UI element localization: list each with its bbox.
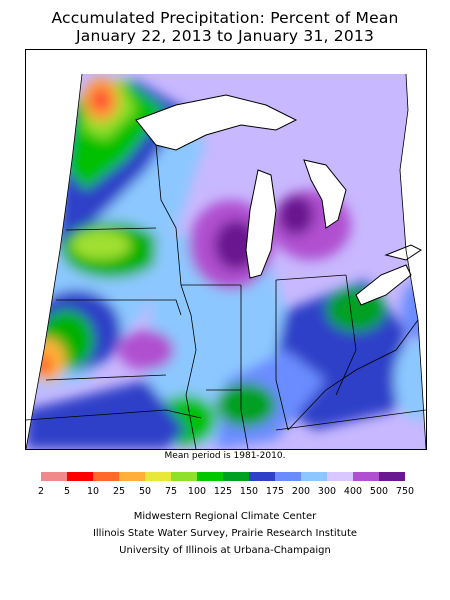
map-title: Accumulated Precipitation: Percent of Me… — [51, 9, 399, 27]
legend-tick-label: 500 — [369, 486, 389, 497]
legend-swatch — [301, 472, 327, 481]
legend-swatch — [41, 472, 67, 481]
color-legend: 2 5 10 25 50 75 100 125 150 175 200 300 400 500 750 — [37, 472, 414, 500]
legend-tick-label: 200 — [291, 486, 311, 497]
legend-swatch — [93, 472, 119, 481]
legend-swatch — [353, 472, 379, 481]
state-boundaries — [26, 73, 426, 449]
legend-tick-label: 50 — [138, 486, 152, 497]
legend-color-bar — [41, 472, 405, 481]
credit-uiuc: University of Illinois at Urbana-Champai… — [119, 545, 331, 556]
legend-swatch — [249, 472, 275, 481]
legend-tick-label: 2 — [37, 486, 45, 497]
legend-tick-label: 750 — [395, 486, 415, 497]
legend-tick-label: 100 — [187, 486, 207, 497]
credit-isws: Illinois State Water Survey, Prairie Res… — [92, 528, 358, 539]
legend-tick-label: 125 — [213, 486, 233, 497]
legend-swatch — [379, 472, 405, 481]
legend-tick-label: 150 — [239, 486, 259, 497]
credit-mrcc: Midwestern Regional Climate Center — [133, 511, 317, 522]
legend-tick-label: 175 — [265, 486, 285, 497]
legend-tick-label: 5 — [63, 486, 71, 497]
legend-swatch — [145, 472, 171, 481]
legend-tick-label: 75 — [164, 486, 178, 497]
legend-tick-label: 10 — [86, 486, 100, 497]
map-svg — [26, 73, 426, 449]
legend-swatch — [119, 472, 145, 481]
legend-swatch — [275, 472, 301, 481]
legend-tick-label: 400 — [343, 486, 363, 497]
legend-swatch — [197, 472, 223, 481]
legend-swatch — [67, 472, 93, 481]
precipitation-map — [25, 49, 427, 450]
legend-tick-label: 300 — [317, 486, 337, 497]
legend-tick-label: 25 — [112, 486, 126, 497]
mean-period-note: Mean period is 1981-2010. — [164, 451, 286, 461]
legend-tick-labels: 2 5 10 25 50 75 100 125 150 175 200 300 400 500 750 — [37, 486, 414, 500]
legend-swatch — [223, 472, 249, 481]
legend-swatch — [171, 472, 197, 481]
legend-swatch — [327, 472, 353, 481]
great-lakes — [135, 94, 422, 306]
map-date-range: January 22, 2013 to January 31, 2013 — [75, 27, 375, 45]
